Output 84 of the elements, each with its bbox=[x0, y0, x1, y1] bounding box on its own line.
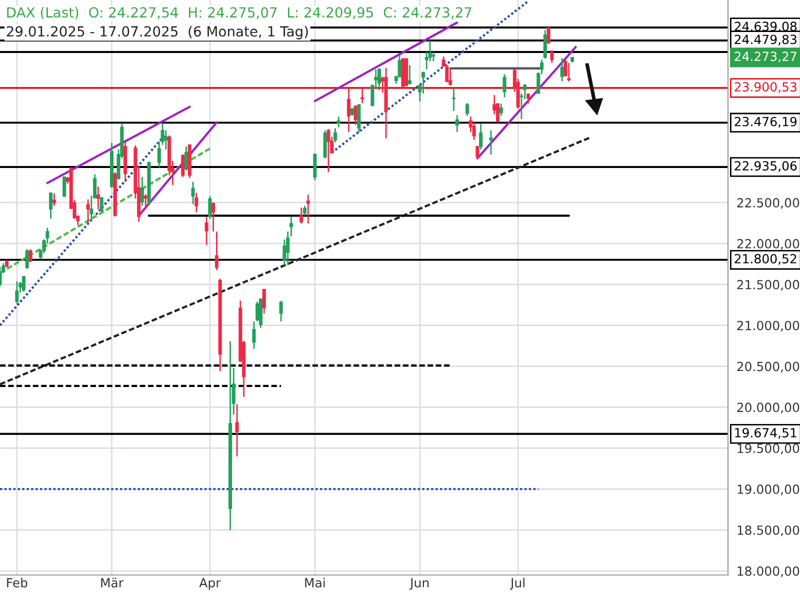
candlestick bbox=[526, 93, 530, 104]
candlestick bbox=[476, 145, 480, 160]
y-tick-label: 19.000,00 bbox=[738, 484, 800, 496]
candlestick bbox=[164, 130, 168, 150]
candlestick bbox=[455, 114, 459, 133]
ref-line-label: 19.674,51 bbox=[735, 428, 796, 439]
candlestick bbox=[184, 146, 188, 172]
candlestick bbox=[452, 88, 456, 112]
candlestick bbox=[86, 198, 90, 224]
ref-line-label: 22.935,06 bbox=[734, 161, 797, 172]
y-tick-label: 21.000,00 bbox=[737, 320, 800, 332]
ref-line-label: 24.479,83 bbox=[734, 34, 796, 46]
candlestick bbox=[49, 192, 53, 220]
candlestick bbox=[214, 230, 218, 271]
candlestick bbox=[466, 102, 470, 117]
candlestick bbox=[489, 130, 493, 156]
y-tick-label: 20.500,00 bbox=[737, 362, 800, 372]
candlestick bbox=[15, 280, 19, 304]
text: 29.01.2025 - 17.07.2025 (6 Monate, 1 Tag) bbox=[6, 26, 308, 40]
y-tick-label: 22.000,00 bbox=[737, 238, 800, 250]
candlestick bbox=[279, 300, 283, 322]
candlestick bbox=[306, 194, 310, 224]
candlestick bbox=[235, 404, 239, 458]
y-tick-label: 21.500,00 bbox=[737, 280, 800, 291]
candlestick bbox=[360, 88, 364, 104]
x-tick-label: Mär bbox=[101, 578, 124, 588]
candlestick bbox=[421, 70, 426, 94]
chart-title: DAX (Last) O: 24.227,54 H: 24.275,07 L: 24.209,95 C: 24.273,27 bbox=[7, 6, 472, 20]
candlestick bbox=[546, 26, 550, 44]
candlestick bbox=[96, 186, 100, 210]
candlestick bbox=[140, 176, 144, 207]
candlestick bbox=[499, 103, 503, 117]
candlestick bbox=[262, 288, 266, 314]
x-tick-label: Jul bbox=[510, 578, 524, 590]
candlestick bbox=[313, 152, 317, 181]
y-tick-label: 18.500,00 bbox=[738, 525, 800, 536]
x-tick-label: Feb bbox=[7, 578, 28, 588]
candlestick bbox=[252, 320, 256, 350]
candlestick bbox=[256, 300, 260, 322]
candlestick bbox=[28, 248, 32, 264]
candlestick bbox=[550, 49, 554, 64]
candlestick bbox=[479, 123, 483, 150]
candlestick bbox=[377, 68, 382, 91]
y-tick-label: 22.500,00 bbox=[737, 198, 800, 209]
candlestick bbox=[326, 128, 330, 173]
text: 24.273,27 bbox=[734, 52, 796, 62]
candlestick bbox=[25, 248, 29, 270]
y-tick-label: 18.000,00 bbox=[738, 566, 800, 578]
candlestick bbox=[432, 52, 436, 62]
x-tick-label: Mai bbox=[305, 578, 325, 588]
candlestick bbox=[564, 58, 568, 78]
candlestick bbox=[191, 181, 195, 205]
ref-line-label: 21.800,52 bbox=[734, 254, 796, 265]
candlestick bbox=[194, 192, 198, 213]
candlestick bbox=[357, 104, 361, 134]
candlestick bbox=[22, 276, 26, 292]
candlestick bbox=[336, 116, 340, 128]
candlestick bbox=[567, 62, 571, 82]
y-tick-label: 20.000,00 bbox=[737, 402, 800, 414]
candlestick bbox=[181, 154, 185, 178]
candlestick bbox=[208, 196, 212, 220]
y-tick-label: 19.500,00 bbox=[738, 444, 800, 454]
candlestick bbox=[300, 206, 304, 224]
candlestick bbox=[286, 230, 290, 266]
candlestick bbox=[62, 176, 66, 198]
candlestick bbox=[445, 64, 449, 83]
x-tick-label: Apr bbox=[199, 578, 221, 590]
ref-line-label: 23.900,53 bbox=[734, 82, 796, 93]
candlestick bbox=[543, 29, 547, 60]
candlestick bbox=[212, 202, 216, 232]
candlestick bbox=[408, 64, 412, 85]
candlestick bbox=[289, 216, 293, 238]
candlestick bbox=[52, 192, 56, 207]
candlestick bbox=[523, 83, 527, 100]
candlestick bbox=[502, 73, 506, 98]
candlestick bbox=[448, 68, 452, 86]
candlestick bbox=[333, 127, 337, 143]
candlestick bbox=[346, 88, 351, 133]
candlestick bbox=[100, 196, 104, 214]
candlestick bbox=[204, 216, 208, 246]
x-tick-label: Jun bbox=[409, 578, 429, 590]
ref-line-label: 24.639,08 bbox=[734, 22, 797, 32]
ref-line-label: 23.476,19 bbox=[734, 116, 797, 128]
candlestick bbox=[302, 205, 307, 216]
